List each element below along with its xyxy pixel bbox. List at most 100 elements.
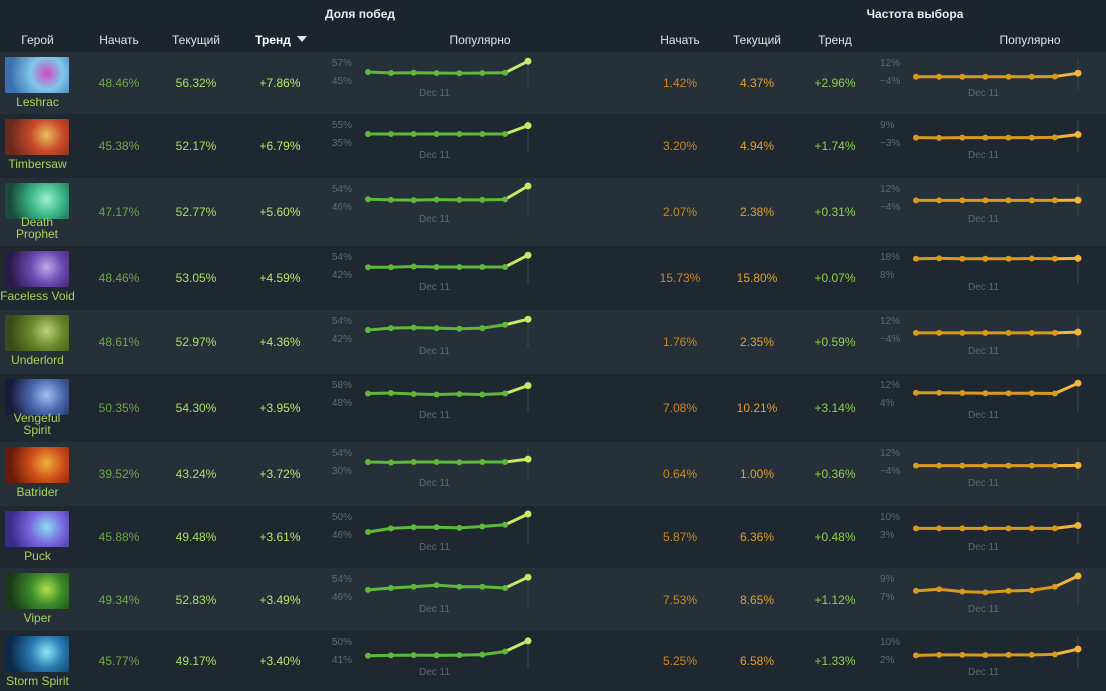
winrate-point[interactable]	[456, 196, 463, 203]
winrate-point[interactable]	[433, 69, 440, 76]
pickrate-point[interactable]	[936, 525, 943, 532]
winrate-point[interactable]	[365, 131, 371, 137]
pickrate-point[interactable]	[959, 588, 966, 595]
winrate-point[interactable]	[479, 263, 486, 270]
winrate-point[interactable]	[524, 182, 532, 190]
winrate-chart[interactable]: 54% 42% Dec 11	[332, 314, 532, 357]
winrate-point[interactable]	[387, 459, 394, 466]
winrate-point[interactable]	[456, 391, 463, 397]
pickrate-point[interactable]	[936, 389, 943, 396]
pickrate-point[interactable]	[959, 73, 966, 80]
winrate-point[interactable]	[524, 455, 532, 463]
winrate-point[interactable]	[502, 131, 509, 137]
hero-name[interactable]: Leshrac	[16, 95, 59, 109]
hero-name[interactable]: Timbersaw	[8, 157, 67, 171]
winrate-point[interactable]	[502, 69, 509, 76]
winrate-point[interactable]	[433, 131, 440, 137]
pickrate-point[interactable]	[1028, 390, 1035, 397]
table-row[interactable]: Batrider 39.52% 43.24% +3.72% 54% 30% Dec 11 0.…	[0, 442, 1106, 506]
pickrate-point[interactable]	[982, 525, 989, 532]
pickrate-point[interactable]	[982, 73, 989, 80]
hero-portrait[interactable]	[5, 57, 69, 93]
winrate-point[interactable]	[456, 583, 463, 590]
winrate-point[interactable]	[479, 459, 486, 465]
pickrate-point[interactable]	[913, 587, 919, 594]
pickrate-point[interactable]	[936, 197, 943, 204]
pickrate-point[interactable]	[1051, 73, 1058, 80]
pickrate-point[interactable]	[913, 73, 919, 80]
winrate-chart[interactable]: 50% 46% Dec 11	[332, 510, 532, 553]
pickrate-point[interactable]	[1028, 329, 1035, 336]
pickrate-point[interactable]	[982, 255, 989, 262]
winrate-point[interactable]	[479, 196, 486, 203]
pickrate-point[interactable]	[959, 329, 966, 336]
col-winrate-trend-sorted[interactable]: Тренд	[243, 33, 319, 47]
col-pick-start[interactable]: Начать	[660, 33, 700, 47]
table-row[interactable]: Viper 49.34% 52.83% +3.49% 54% 46% Dec 11 7.53%…	[0, 568, 1106, 631]
winrate-point[interactable]	[410, 459, 417, 465]
winrate-point[interactable]	[365, 529, 371, 535]
winrate-point[interactable]	[502, 321, 509, 328]
pickrate-point[interactable]	[959, 134, 966, 141]
pickrate-point[interactable]	[1051, 329, 1058, 336]
winrate-point[interactable]	[524, 251, 532, 259]
hero-cell[interactable]: Puck	[0, 506, 75, 568]
pickrate-point[interactable]	[982, 652, 989, 659]
pickrate-point[interactable]	[959, 197, 966, 204]
table-row[interactable]: Timbersaw 45.38% 52.17% +6.79% 55% 35% Dec 11 3…	[0, 114, 1106, 178]
pickrate-point[interactable]	[1028, 462, 1035, 469]
pickrate-point[interactable]	[1074, 572, 1082, 580]
pickrate-point[interactable]	[1074, 130, 1082, 138]
table-row[interactable]: Faceless Void 48.46% 53.05% +4.59% 54% 42% Dec…	[0, 246, 1106, 310]
pickrate-point[interactable]	[1028, 651, 1035, 658]
winrate-point[interactable]	[524, 573, 532, 581]
col-pick-current[interactable]: Текущий	[733, 33, 781, 47]
winrate-chart[interactable]: 50% 41% Dec 11	[332, 635, 532, 678]
table-row[interactable]: Leshrac 48.46% 56.32% +7.86% 57% 45% Dec 11 1.4…	[0, 52, 1106, 114]
pickrate-point[interactable]	[913, 197, 919, 204]
hero-portrait[interactable]	[5, 379, 69, 415]
winrate-point[interactable]	[433, 459, 440, 465]
winrate-chart[interactable]: 54% 30% Dec 11	[332, 446, 532, 489]
pickrate-chart[interactable]: 9% −3% Dec 11	[880, 118, 1082, 161]
hero-portrait[interactable]	[5, 573, 69, 609]
winrate-point[interactable]	[410, 583, 417, 590]
pickrate-point[interactable]	[1005, 329, 1012, 336]
hero-portrait[interactable]	[5, 315, 69, 351]
winrate-point[interactable]	[502, 585, 509, 591]
pickrate-point[interactable]	[982, 589, 989, 596]
hero-cell[interactable]: Viper	[0, 568, 75, 631]
pickrate-chart[interactable]: 10% 3% Dec 11	[880, 510, 1082, 553]
winrate-point[interactable]	[524, 637, 532, 645]
pickrate-chart[interactable]: 9% 7% Dec 11	[880, 572, 1082, 615]
pickrate-point[interactable]	[913, 255, 919, 262]
pickrate-point[interactable]	[982, 390, 989, 397]
pickrate-point[interactable]	[1005, 651, 1012, 658]
hero-cell[interactable]: Leshrac	[0, 52, 75, 114]
pickrate-chart[interactable]: 12% −4% Dec 11	[880, 56, 1082, 99]
pickrate-point[interactable]	[982, 462, 989, 469]
pickrate-point[interactable]	[1028, 255, 1035, 262]
pickrate-point[interactable]	[936, 586, 943, 593]
winrate-point[interactable]	[433, 263, 440, 270]
hero-portrait[interactable]	[5, 183, 69, 219]
hero-cell[interactable]: Timbersaw	[0, 114, 75, 178]
pickrate-point[interactable]	[1074, 645, 1082, 653]
winrate-point[interactable]	[433, 582, 440, 589]
col-winrate-current[interactable]: Текущий	[172, 33, 220, 47]
col-winrate-popular[interactable]: Популярно	[449, 33, 511, 47]
winrate-point[interactable]	[365, 327, 371, 333]
pickrate-point[interactable]	[1051, 651, 1058, 658]
hero-name[interactable]: Vengeful Spirit	[13, 411, 61, 437]
winrate-point[interactable]	[365, 69, 371, 75]
winrate-chart[interactable]: 54% 46% Dec 11	[332, 182, 532, 225]
pickrate-point[interactable]	[936, 651, 943, 658]
pickrate-point[interactable]	[936, 329, 943, 336]
pickrate-point[interactable]	[1074, 522, 1082, 530]
hero-cell[interactable]: Batrider	[0, 442, 75, 506]
pickrate-point[interactable]	[936, 73, 943, 80]
winrate-point[interactable]	[387, 264, 394, 271]
winrate-point[interactable]	[479, 131, 486, 137]
winrate-point[interactable]	[456, 263, 463, 270]
winrate-point[interactable]	[502, 459, 509, 465]
